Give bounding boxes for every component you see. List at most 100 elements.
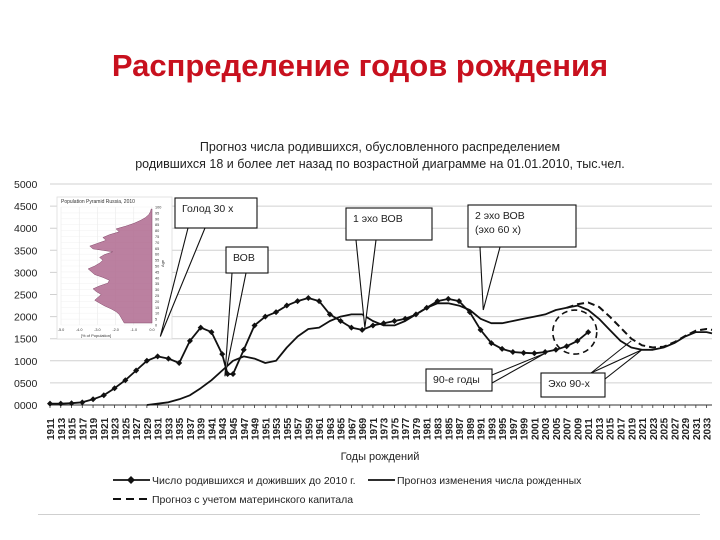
- x-tick-label: 1979: [412, 417, 423, 440]
- x-tick-label: 1951: [261, 417, 272, 440]
- inset-y-tick: 75: [155, 235, 159, 239]
- callout-5: 90-е годы: [425, 352, 546, 392]
- x-tick-label: 1915: [68, 417, 79, 440]
- legend-label-2: Прогноз изменения числа рожденных: [397, 475, 582, 487]
- x-tick-label: 1959: [304, 417, 315, 440]
- y-tick-label: 1500: [14, 334, 38, 346]
- series-1-point: [585, 329, 592, 336]
- x-tick-label: 1981: [423, 417, 434, 440]
- x-tick-label: 1917: [78, 417, 89, 440]
- series-markers: [47, 295, 592, 407]
- y-tick-label: 0000: [14, 400, 38, 412]
- series-1-point: [402, 315, 409, 322]
- x-tick-label: 1971: [369, 417, 380, 440]
- series-1-point: [90, 396, 97, 403]
- callout-text: Эхо 90-х: [548, 378, 591, 390]
- x-tick-label: 1955: [283, 417, 294, 440]
- series-line-1: [50, 297, 589, 405]
- x-tick-label: 1913: [57, 417, 68, 440]
- x-tick-label: 1963: [326, 417, 337, 440]
- callout-pointer: [491, 352, 546, 384]
- series-1-point: [509, 348, 516, 355]
- series-1-point: [47, 400, 53, 407]
- inset-y-tick: 0: [155, 324, 157, 328]
- series-1-point: [369, 322, 376, 329]
- y-tick-label: 2500: [14, 290, 38, 302]
- callout-2: ВОВ: [224, 246, 269, 377]
- x-tick-label: 1983: [434, 417, 445, 440]
- inset-x-tick: -2.0: [112, 328, 119, 332]
- inset-y-label: Age: [160, 259, 165, 267]
- inset-x-tick: -4.0: [76, 328, 83, 332]
- x-tick-label: 2021: [638, 417, 649, 440]
- x-tick-label: 1997: [509, 417, 520, 440]
- series-line-2: [146, 302, 713, 406]
- x-tick-label: 1965: [337, 417, 348, 440]
- axes: 0000050010001500200025003000350040004500…: [14, 179, 714, 463]
- x-tick-label: 1961: [315, 417, 326, 440]
- x-tick-label: 1935: [175, 417, 186, 440]
- legend: Число родившихся и доживших до 2010 г. Пр…: [113, 475, 582, 506]
- series-1-point: [391, 318, 398, 325]
- inset-y-tick: 40: [155, 276, 159, 280]
- series-1-point: [337, 318, 344, 325]
- callout-4: 2 эхо ВОВ (эхо 60 х): [467, 204, 577, 311]
- y-tick-label: 4500: [14, 201, 38, 213]
- x-tick-label: 1949: [251, 417, 262, 440]
- x-tick-label: 2019: [627, 417, 638, 440]
- x-tick-label: 1911: [46, 418, 57, 440]
- series-1-point: [531, 350, 538, 357]
- x-tick-label: 2015: [606, 417, 617, 440]
- y-tick-label: 0500: [14, 378, 38, 390]
- series-1-point: [122, 377, 129, 384]
- x-tick-label: 1947: [240, 417, 251, 440]
- inset-y-tick: 85: [155, 223, 159, 227]
- callout-1: Голод 30 х: [159, 197, 258, 337]
- series-1-point: [359, 326, 366, 333]
- x-tick-label: 1925: [121, 417, 132, 440]
- callout-box: [345, 207, 433, 241]
- x-tick-label: 2025: [660, 417, 671, 440]
- inset-y-tick: 50: [155, 265, 159, 269]
- x-tick-label: 1953: [272, 417, 283, 440]
- series-1-point: [219, 351, 226, 358]
- x-tick-label: 2027: [670, 417, 681, 440]
- inset-y-tick: 20: [155, 300, 159, 304]
- inset-title: Population Pyramid Russia, 2010: [61, 199, 135, 205]
- series-line-3: [566, 301, 713, 349]
- callout-box: [540, 372, 606, 398]
- x-tick-label: 1991: [477, 417, 488, 440]
- highlight-circle: [551, 309, 598, 355]
- legend-marker-1: [127, 476, 135, 484]
- y-tick-label: 1000: [14, 356, 38, 368]
- callout-text: ВОВ: [233, 252, 255, 264]
- series-1-point: [552, 346, 559, 353]
- series-1-point: [133, 367, 140, 374]
- series-lines: [50, 297, 713, 406]
- x-tick-label: 2023: [649, 417, 660, 440]
- x-tick-label: 1931: [154, 417, 165, 440]
- x-tick-label: 2001: [530, 417, 541, 440]
- callout-box: [174, 197, 258, 229]
- series-1-point: [208, 329, 215, 336]
- series-1-point: [68, 400, 75, 407]
- y-tick-label: 4000: [14, 223, 38, 235]
- callout-pointer: [479, 246, 501, 311]
- series-1-point: [348, 324, 355, 331]
- series-1-point: [57, 400, 64, 407]
- x-tick-label: 1973: [380, 417, 391, 440]
- y-tick-label: 5000: [14, 179, 38, 191]
- series-1-point: [456, 298, 463, 305]
- inset-y-tick: 25: [155, 294, 159, 298]
- x-tick-label: 2009: [573, 417, 584, 440]
- series-1-point: [197, 324, 204, 331]
- series-1-point: [412, 311, 419, 318]
- series-1-point: [488, 340, 495, 347]
- x-tick-label: 2013: [595, 417, 606, 440]
- series-1-point: [520, 349, 527, 356]
- callout-3: 1 эхо ВОВ: [345, 207, 433, 328]
- inset-y-tick: 70: [155, 241, 159, 245]
- x-tick-label: 1967: [347, 417, 358, 440]
- x-tick-label: 2005: [552, 417, 563, 440]
